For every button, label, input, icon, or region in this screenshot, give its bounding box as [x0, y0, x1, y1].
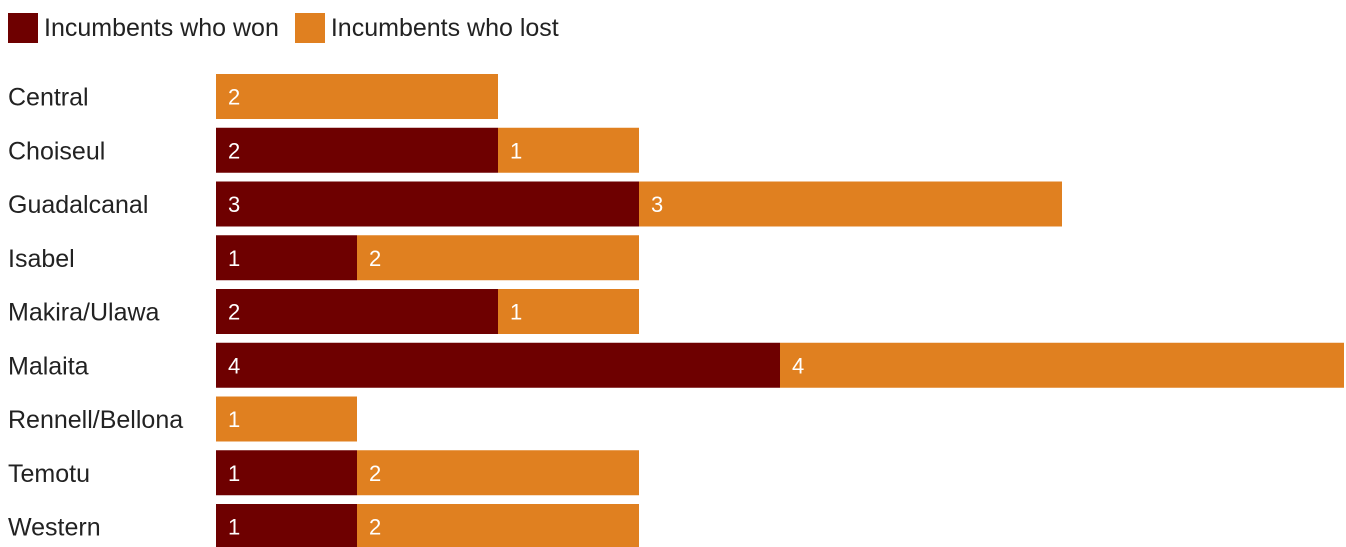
- value-label-lost-malaita: 4: [792, 353, 804, 378]
- bar-segment-lost-central: [216, 74, 498, 119]
- legend-swatch-won: [8, 13, 38, 43]
- value-label-won-western: 1: [228, 515, 240, 540]
- bar-segment-won-malaita: [216, 342, 780, 388]
- bar-row-rennell-bellona: Rennell/Bellona 1: [8, 396, 357, 442]
- bar-segment-lost-isabel: [357, 235, 639, 281]
- bar-segment-won-choiseul: [216, 127, 498, 173]
- bar-row-temotu: Temotu 1 2: [8, 450, 639, 496]
- bar-segment-lost-western: [357, 504, 639, 547]
- value-label-won-makira-ulawa: 2: [228, 300, 240, 325]
- category-label-temotu: Temotu: [8, 460, 90, 488]
- bar-row-malaita: Malaita 4 4: [8, 342, 1344, 388]
- category-label-central: Central: [8, 84, 89, 112]
- category-label-western: Western: [8, 514, 101, 542]
- bar-segment-lost-rennell-bellona: [216, 396, 357, 442]
- bar-segment-won-western: [216, 504, 357, 547]
- bar-row-western: Western 1 2: [8, 504, 639, 547]
- legend-swatch-lost: [294, 13, 325, 43]
- category-label-isabel: Isabel: [8, 245, 75, 273]
- value-label-won-choiseul: 2: [228, 138, 240, 163]
- bar-segment-won-makira-ulawa: [216, 289, 498, 334]
- value-label-lost-western: 2: [369, 515, 381, 540]
- category-label-choiseul: Choiseul: [8, 137, 105, 165]
- value-label-lost-guadalcanal: 3: [651, 192, 663, 217]
- value-label-won-guadalcanal: 3: [228, 192, 240, 217]
- legend-label-lost: Incumbents who lost: [330, 13, 559, 42]
- value-label-lost-rennell-bellona: 1: [228, 407, 240, 432]
- bar-segment-lost-choiseul: [498, 127, 639, 173]
- value-label-won-isabel: 1: [228, 246, 240, 271]
- bar-segment-won-isabel: [216, 235, 357, 281]
- bar-segment-lost-malaita: [780, 342, 1344, 388]
- bar-row-central: Central 2: [8, 74, 498, 119]
- value-label-won-temotu: 1: [228, 461, 240, 486]
- category-label-rennell-bellona: Rennell/Bellona: [8, 406, 183, 434]
- bar-row-isabel: Isabel 1 2: [8, 235, 639, 281]
- category-label-makira-ulawa: Makira/Ulawa: [8, 299, 160, 327]
- chart-legend: Incumbents who won Incumbents who lost: [8, 10, 575, 46]
- legend-item-lost: Incumbents who lost: [294, 13, 559, 43]
- bar-segment-lost-temotu: [357, 450, 639, 496]
- value-label-lost-choiseul: 1: [510, 138, 522, 163]
- value-label-lost-isabel: 2: [369, 246, 381, 271]
- bar-segment-won-guadalcanal: [216, 181, 639, 227]
- value-label-lost-temotu: 2: [369, 461, 381, 486]
- bar-segment-won-temotu: [216, 450, 357, 496]
- value-label-won-malaita: 4: [228, 353, 240, 378]
- bar-segment-lost-makira-ulawa: [498, 289, 639, 334]
- bar-row-choiseul: Choiseul 2 1: [8, 127, 639, 173]
- category-label-guadalcanal: Guadalcanal: [8, 191, 148, 219]
- bar-row-makira-ulawa: Makira/Ulawa 2 1: [8, 289, 639, 334]
- category-label-malaita: Malaita: [8, 352, 89, 380]
- bar-segment-lost-guadalcanal: [639, 181, 1062, 227]
- bar-row-guadalcanal: Guadalcanal 3 3: [8, 181, 1062, 227]
- legend-label-won: Incumbents who won: [44, 13, 279, 42]
- value-label-lost-central: 2: [228, 85, 240, 110]
- legend-item-won: Incumbents who won: [8, 13, 279, 43]
- value-label-lost-makira-ulawa: 1: [510, 300, 522, 325]
